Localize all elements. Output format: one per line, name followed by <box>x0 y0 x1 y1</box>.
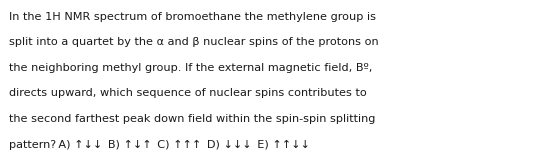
Text: In the 1H NMR spectrum of bromoethane the methylene group is: In the 1H NMR spectrum of bromoethane th… <box>9 12 376 22</box>
Text: directs upward, which sequence of nuclear spins contributes to: directs upward, which sequence of nuclea… <box>9 88 367 98</box>
Text: split into a quartet by the α and β nuclear spins of the protons on: split into a quartet by the α and β nucl… <box>9 37 378 47</box>
Text: the second farthest peak down field within the spin-spin splitting: the second farthest peak down field with… <box>9 114 376 124</box>
Text: the neighboring methyl group. If the external magnetic field, Bº,: the neighboring methyl group. If the ext… <box>9 63 372 73</box>
Text: pattern? A) ↑↓↓ B) ↑↓↑ C) ↑↑↑ D) ↓↓↓ E) ↑↑↓↓: pattern? A) ↑↓↓ B) ↑↓↑ C) ↑↑↑ D) ↓↓↓ E) … <box>9 139 310 149</box>
